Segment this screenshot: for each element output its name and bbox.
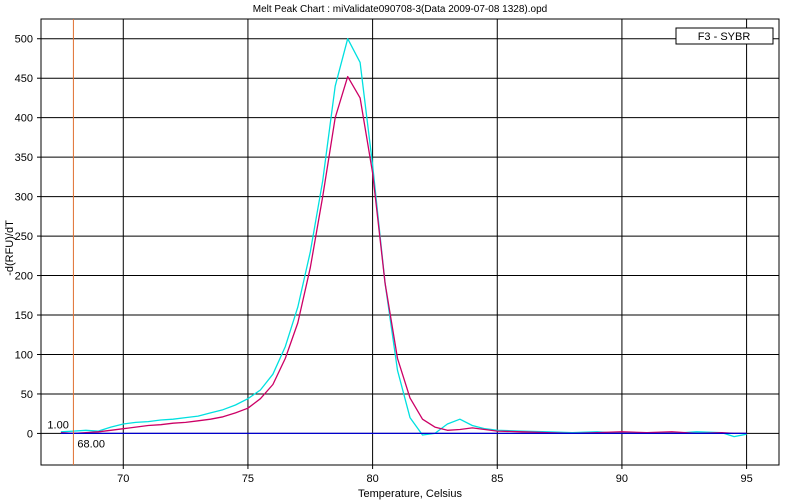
- grid-lines: [41, 19, 779, 465]
- y-tick-label: 250: [15, 231, 33, 243]
- threshold-upper-label: 1.00: [47, 419, 68, 431]
- x-tick-label: 75: [242, 473, 254, 485]
- series-lines: [60, 38, 747, 438]
- threshold-lower-label: 68.00: [77, 438, 105, 450]
- y-tick-label: 50: [21, 389, 33, 401]
- y-axis-title: -d(RFU)/dT: [4, 220, 16, 276]
- y-tick-label: 350: [15, 152, 33, 164]
- y-tick-label: 0: [27, 428, 33, 440]
- y-tick-label: 100: [15, 349, 33, 361]
- legend-label: F3 - SYBR: [698, 31, 751, 43]
- y-tick-label: 300: [15, 192, 33, 204]
- x-axis-ticks: 70 75 80 85 90 95: [117, 465, 753, 485]
- x-tick-label: 85: [491, 473, 503, 485]
- y-tick-label: 450: [15, 73, 33, 85]
- x-tick-label: 90: [616, 473, 628, 485]
- y-tick-label: 500: [15, 34, 33, 46]
- x-axis-title: Temperature, Celsius: [358, 488, 462, 500]
- chart-title: Melt Peak Chart : miValidate090708-3(Dat…: [253, 4, 547, 15]
- series-line: [60, 38, 747, 438]
- x-tick-label: 80: [366, 473, 378, 485]
- plot-area-frame: [40, 18, 780, 466]
- y-tick-label: 200: [15, 271, 33, 283]
- y-tick-label: 400: [15, 113, 33, 125]
- legend-box: [675, 27, 774, 45]
- x-tick-label: 95: [740, 473, 752, 485]
- y-tick-label: 150: [15, 310, 33, 322]
- legend: F3 - SYBR: [675, 27, 774, 45]
- y-axis-ticks: 0 50 100 150 200 250 300 350 400 450 500: [15, 34, 41, 440]
- x-tick-label: 70: [117, 473, 129, 485]
